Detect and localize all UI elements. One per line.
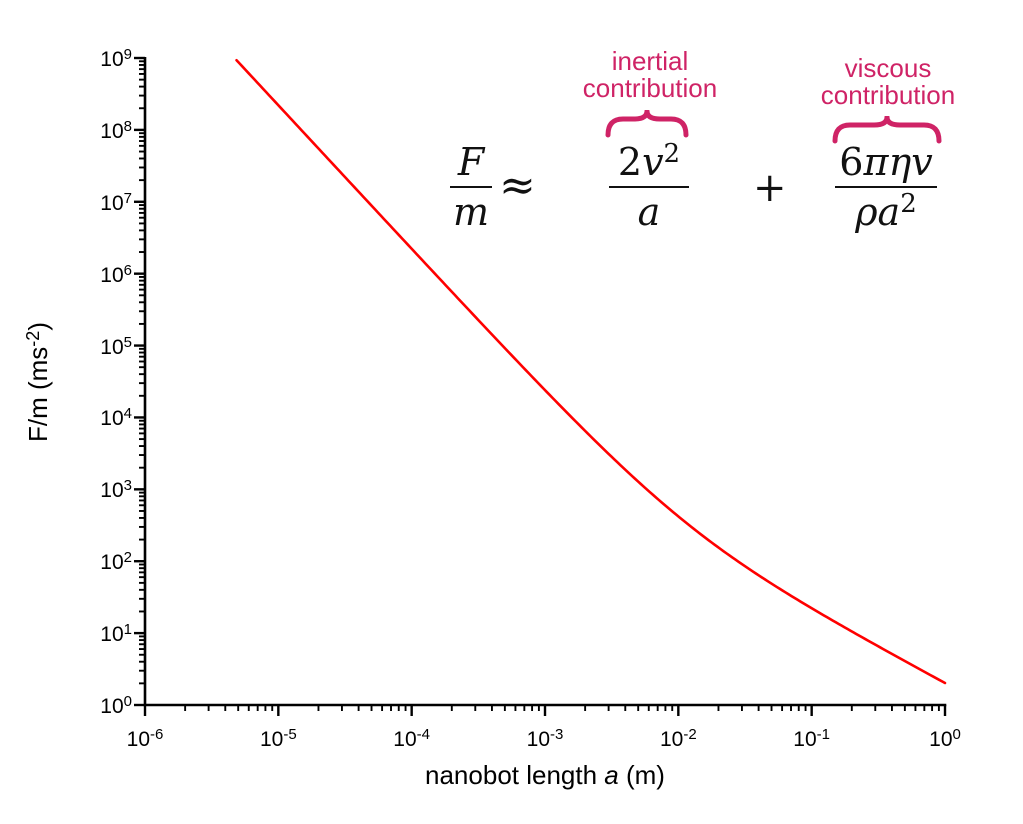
inertial-term-numerator: 2v2: [617, 139, 681, 184]
x-tick-label: 10-3: [526, 726, 564, 751]
x-axis-label: nanobot length a (m): [425, 760, 665, 790]
y-tick-label: 104: [100, 405, 132, 431]
approx-sign: ≈: [499, 160, 536, 211]
x-tick-label: 100: [929, 726, 961, 751]
x-tick-label: 10-4: [393, 726, 430, 751]
inertial-term-fraction: 2v2 a: [609, 139, 689, 235]
viscous-term-denominator: ρa2: [855, 189, 917, 234]
y-tick-label: 105: [100, 333, 132, 359]
x-tick-label: 10-5: [259, 726, 297, 751]
plus-sign: +: [753, 165, 787, 211]
y-tick-label: 103: [100, 477, 132, 503]
viscous-contribution-label: viscous contribution: [792, 55, 984, 109]
inertial-label-line1: inertial: [611, 46, 689, 76]
y-tick-label: 108: [100, 117, 132, 143]
equation-lhs-fraction: F m: [450, 139, 492, 235]
equation-lhs-denominator: m: [452, 190, 490, 234]
inertial-label-line2: contribution: [582, 73, 718, 103]
viscous-term-numerator: 6πηv: [839, 140, 933, 184]
inertial-contribution-label: inertial contribution: [555, 48, 745, 102]
viscous-label-line1: viscous: [844, 53, 932, 83]
fraction-bar: [835, 186, 937, 188]
viscous-overbrace: [832, 116, 942, 144]
inertial-overbrace: [605, 110, 689, 138]
equation-lhs-numerator: F: [457, 140, 485, 184]
fraction-bar: [609, 186, 689, 188]
y-tick-label: 106: [100, 261, 132, 287]
y-tick-label: 102: [100, 549, 132, 575]
viscous-label-line2: contribution: [820, 80, 956, 110]
y-tick-label: 109: [100, 46, 132, 71]
x-tick-label: 10-1: [793, 726, 830, 751]
x-tick-label: 10-6: [126, 726, 164, 751]
x-tick-label: 10-2: [659, 726, 697, 751]
force-per-mass-curve: [235, 58, 947, 685]
y-tick-label: 107: [100, 189, 132, 215]
y-tick-label: 101: [100, 621, 132, 647]
fraction-bar: [450, 186, 492, 188]
inertial-term-denominator: a: [637, 190, 661, 234]
y-tick-label: 100: [100, 693, 132, 718]
y-axis-label: F/m (ms-2): [23, 322, 53, 442]
axes-frame: [143, 57, 947, 707]
viscous-term-fraction: 6πηv ρa2: [835, 139, 937, 235]
